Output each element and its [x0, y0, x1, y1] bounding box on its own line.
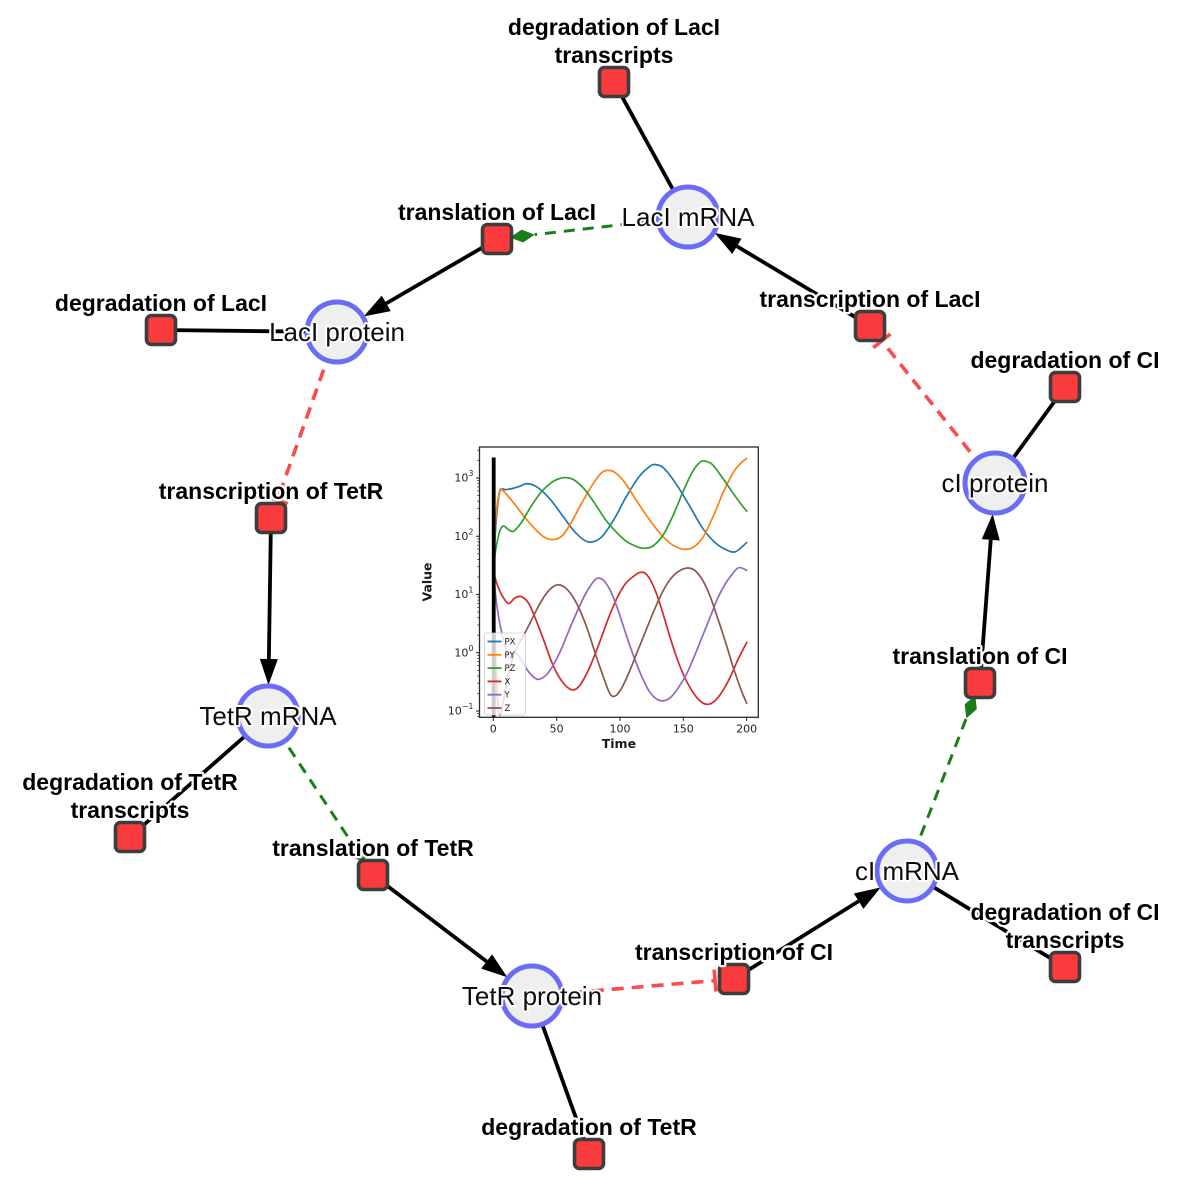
reaction-label-deg_LacI_transcripts: degradation of LacI transcripts: [508, 14, 720, 68]
legend-label-PY: PY: [505, 651, 516, 661]
y-tick-label: 10−1: [448, 702, 474, 718]
legend-label-Y: Y: [504, 691, 511, 701]
reaction-label-transc_CI: transcription of CI: [635, 939, 833, 965]
species-node-LacI_protein[interactable]: [304, 299, 370, 365]
x-tick-label: 0: [490, 722, 497, 735]
x-tick-label: 200: [736, 722, 757, 735]
legend-label-Z: Z: [505, 704, 511, 714]
reaction-node-transl_LacI[interactable]: [480, 222, 514, 256]
species-label-TetR_protein: TetR protein: [462, 981, 602, 1011]
species-node-TetR_mRNA[interactable]: [235, 683, 301, 749]
reaction-node-transl_TetR[interactable]: [356, 858, 390, 892]
edge-catalysis-LacI_mRNA-transl_LacI-diamond: [509, 229, 535, 243]
reaction-label-deg_CI: degradation of CI: [970, 347, 1159, 373]
reaction-label-deg_LacI: degradation of LacI: [55, 290, 267, 316]
species-label-LacI_mRNA: LacI mRNA: [622, 202, 756, 232]
edge-production-transc_CI-cI_mRNA-arrowhead: [853, 887, 881, 909]
edge-production-transl_TetR-TetR_protein: [371, 873, 488, 963]
x-tick-label: 100: [609, 722, 630, 735]
y-tick-label: 101: [454, 586, 473, 602]
nodes-layer: [113, 65, 1082, 1171]
reaction-label-transl_CI: translation of CI: [892, 643, 1067, 669]
y-tick-label: 102: [454, 527, 473, 543]
y-tick-label: 103: [454, 469, 473, 485]
reaction-node-transl_CI[interactable]: [963, 666, 997, 700]
x-tick-label: 50: [550, 722, 564, 735]
edge-production-transl_TetR-TetR_protein-arrowhead: [481, 954, 508, 978]
reaction-label-transc_TetR: transcription of TetR: [159, 478, 384, 504]
edge-inhibition-LacI_protein-transc_TetR-tbar: [266, 494, 289, 506]
edge-production-transl_LacI-LacI_protein: [385, 237, 498, 305]
labels-layer: degradation of LacI transcripts translatio…: [20, 12, 1162, 1143]
reaction-label-deg_TetR_transcripts: degradation of TetR transcripts: [22, 769, 238, 823]
edge-production-transl_CI-cI_protein-arrowhead: [981, 513, 1000, 541]
edge-production-transl_CI-cI_protein: [978, 539, 993, 684]
reaction-node-deg_LacI[interactable]: [144, 313, 178, 347]
series-Z: [492, 567, 748, 716]
reaction-node-deg_LacI_transcripts[interactable]: [597, 65, 631, 99]
species-node-TetR_protein[interactable]: [499, 963, 565, 1029]
reaction-node-deg_TetR_transcripts[interactable]: [113, 820, 147, 854]
reaction-node-transc_LacI[interactable]: [853, 309, 887, 343]
series-X: [492, 570, 748, 706]
series-PY: [492, 457, 748, 573]
legend-label-PZ: PZ: [505, 664, 516, 674]
x-tick-label: 150: [673, 722, 694, 735]
reaction-node-transc_TetR[interactable]: [254, 501, 288, 535]
edge-catalysis-cI_mRNA-transl_CI-diamond: [964, 695, 977, 719]
species-label-cI_protein: cI protein: [942, 468, 1049, 498]
y-tick-label: 100: [454, 644, 473, 660]
edge-production-transc_TetR-TetR_mRNA-arrowhead: [259, 658, 278, 686]
species-label-LacI_protein: LacI protein: [269, 317, 405, 347]
series-Y: [492, 566, 748, 702]
reaction-node-deg_TetR[interactable]: [572, 1137, 606, 1171]
species-node-LacI_mRNA[interactable]: [655, 184, 721, 250]
edge-inhibition-TetR_protein-transc_CI-tbar: [712, 969, 718, 992]
series-PX: [492, 463, 748, 573]
species-label-TetR_mRNA: TetR mRNA: [199, 701, 337, 731]
reaction-node-transc_CI[interactable]: [717, 962, 751, 996]
legend-label-PX: PX: [505, 638, 516, 648]
legend-label-X: X: [505, 677, 511, 687]
chart-legend: PX PY PZ XYZ: [484, 632, 526, 716]
species-node-cI_mRNA[interactable]: [874, 838, 940, 904]
reaction-label-transl_TetR: translation of TetR: [272, 835, 474, 861]
edge-production-transc_TetR-TetR_mRNA: [266, 517, 273, 660]
edge-production-transc_LacI-LacI_mRNA: [735, 244, 871, 328]
series-PZ: [492, 460, 748, 573]
x-axis-label: Time: [602, 736, 636, 751]
reaction-label-transl_LacI: translation of LacI: [398, 199, 596, 225]
reaction-label-deg_CI_transcripts: degradation of CI transcripts: [970, 899, 1159, 953]
edge-production-transc_CI-cI_mRNA: [732, 899, 860, 981]
edge-production-transc_LacI-LacI_mRNA-arrowhead: [714, 232, 742, 255]
edge-production-transl_LacI-LacI_protein-arrowhead: [363, 295, 391, 317]
reaction-label-transc_LacI: transcription of LacI: [759, 286, 980, 312]
reaction-label-deg_TetR: degradation of TetR: [481, 1114, 697, 1140]
species-node-cI_protein[interactable]: [962, 450, 1028, 516]
species-label-cI_mRNA: cI mRNA: [855, 856, 960, 886]
chart-frame: [478, 446, 759, 718]
reaction-node-deg_CI[interactable]: [1048, 370, 1082, 404]
y-axis-label: Value: [420, 562, 435, 601]
reaction-node-deg_CI_transcripts[interactable]: [1048, 950, 1082, 984]
